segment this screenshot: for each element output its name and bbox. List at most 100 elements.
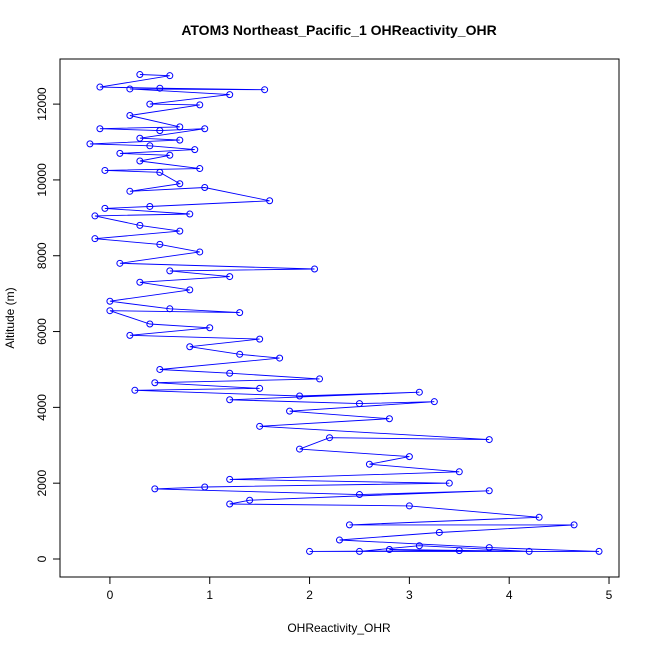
- data-point: [151, 485, 159, 493]
- data-point: [106, 297, 114, 305]
- data-point: [261, 86, 269, 94]
- data-point: [405, 453, 413, 461]
- data-point: [156, 127, 164, 135]
- y-tick-label: 2000: [35, 470, 49, 497]
- y-tick-label: 4000: [35, 394, 49, 421]
- data-point: [525, 547, 533, 555]
- data-point: [186, 286, 194, 294]
- data-point: [91, 235, 99, 243]
- data-point: [405, 502, 413, 510]
- data-point: [86, 140, 94, 148]
- data-point: [96, 83, 104, 91]
- data-point: [256, 335, 264, 343]
- data-point: [336, 536, 343, 544]
- data-point: [226, 91, 234, 99]
- data-point: [101, 166, 109, 174]
- data-point: [196, 101, 204, 109]
- data-point: [595, 547, 603, 555]
- data-point: [276, 354, 284, 362]
- data-point: [485, 544, 493, 552]
- data-point: [355, 547, 363, 555]
- data-point: [196, 165, 204, 173]
- y-tick-label: 10000: [35, 163, 49, 197]
- data-point: [246, 496, 254, 504]
- data-point: [176, 123, 184, 131]
- data-point: [365, 460, 373, 468]
- data-point: [116, 149, 124, 157]
- data-point: [485, 436, 493, 444]
- data-point: [126, 187, 134, 195]
- data-point: [101, 204, 109, 212]
- x-tick-label: 5: [606, 588, 613, 602]
- data-point: [96, 125, 104, 133]
- y-axis-label: Altitude (m): [3, 287, 17, 348]
- data-point: [286, 407, 294, 415]
- y-tick-label: 12000: [35, 87, 49, 121]
- data-point: [326, 434, 334, 442]
- plot-frame: [59, 58, 620, 578]
- data-point: [136, 71, 144, 79]
- data-point: [131, 386, 139, 394]
- data-point: [196, 248, 204, 256]
- data-point: [156, 84, 164, 92]
- data-point: [146, 142, 154, 150]
- data-point: [455, 547, 463, 555]
- data-point: [306, 547, 314, 555]
- data-point: [535, 513, 543, 521]
- data-point: [226, 475, 234, 483]
- chart-title: ATOM3 Northeast_Pacific_1 OHReactivity_O…: [181, 22, 496, 38]
- data-point: [166, 151, 174, 159]
- data-point: [415, 542, 423, 550]
- data-point: [136, 134, 144, 142]
- data-point: [445, 479, 453, 487]
- data-point: [136, 278, 144, 286]
- data-point: [485, 487, 493, 495]
- data-point: [116, 259, 124, 267]
- data-point: [266, 197, 274, 205]
- data-point: [256, 422, 264, 430]
- x-tick-label: 3: [406, 588, 413, 602]
- x-tick-label: 2: [306, 588, 313, 602]
- data-point: [385, 546, 393, 554]
- data-point: [415, 388, 423, 396]
- data-point: [136, 157, 144, 165]
- data-point: [186, 210, 194, 218]
- data-point: [151, 379, 159, 387]
- data-point: [176, 180, 184, 188]
- data-point: [355, 400, 363, 408]
- data-point: [91, 212, 99, 220]
- x-tick-label: 4: [506, 588, 513, 602]
- data-point: [316, 375, 324, 383]
- data-point: [226, 500, 234, 508]
- data-point: [226, 396, 234, 404]
- data-point: [236, 350, 244, 358]
- data-point: [296, 392, 304, 400]
- y-tick-label: 0: [35, 555, 49, 562]
- x-tick-label: 1: [206, 588, 213, 602]
- data-point: [345, 521, 353, 529]
- data-point: [166, 267, 174, 275]
- data-point: [355, 491, 363, 499]
- data-point: [226, 273, 234, 281]
- data-point: [186, 343, 194, 351]
- data-point: [126, 85, 134, 93]
- data-point: [201, 184, 209, 192]
- data-point: [156, 168, 164, 176]
- y-tick-label: 8000: [35, 242, 49, 269]
- data-point: [176, 227, 184, 235]
- data-point: [166, 305, 174, 313]
- data-point: [435, 528, 443, 536]
- data-point: [166, 72, 174, 80]
- data-point: [201, 125, 209, 133]
- series-line: [89, 74, 600, 552]
- data-point: [126, 111, 134, 119]
- data-point: [455, 468, 463, 476]
- data-point: [146, 100, 154, 108]
- data-point: [206, 324, 214, 332]
- data-point: [156, 365, 164, 373]
- data-point: [106, 307, 114, 315]
- data-point: [296, 445, 304, 453]
- data-point: [136, 221, 144, 229]
- data-point: [256, 384, 264, 392]
- x-tick-label: 0: [107, 588, 114, 602]
